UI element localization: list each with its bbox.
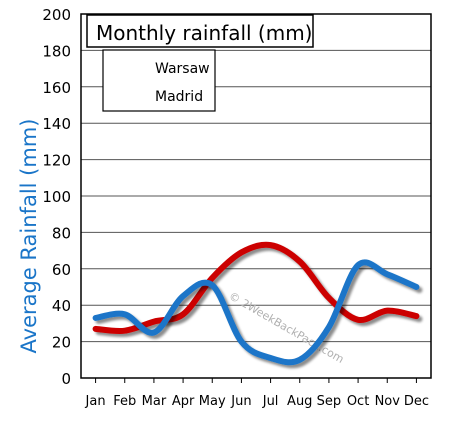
- x-tick-label: Feb: [113, 394, 136, 409]
- legend-box: [102, 49, 216, 112]
- x-tick-label: Oct: [347, 394, 369, 409]
- x-tick-label: May: [199, 394, 226, 409]
- series-line-warsaw: [92, 241, 420, 334]
- y-tick-label: 40: [52, 297, 71, 315]
- y-tick-label: 120: [42, 152, 71, 170]
- y-tick-label: 80: [52, 224, 71, 242]
- series-line-madrid: [92, 259, 420, 366]
- y-tick-label: 200: [42, 6, 71, 24]
- y-tick-label: 100: [42, 188, 71, 206]
- y-tick-labels: 0 20 40 60 80 100 120 140 160 180 200: [42, 6, 71, 388]
- x-tick-label: Mar: [142, 394, 167, 409]
- x-tick-label: Jul: [262, 394, 279, 409]
- x-tick-labels: Jan Feb Mar Apr May Jun Jul Aug Sep Oct Nov Dec: [85, 378, 429, 409]
- legend-label-madrid: Madrid: [155, 89, 203, 105]
- x-tick-label: Dec: [404, 394, 429, 409]
- x-tick-label: Sep: [317, 394, 342, 409]
- y-tick-label: 0: [61, 370, 71, 388]
- chart-title: Monthly rainfall (mm): [96, 21, 312, 45]
- title-box: [86, 14, 314, 48]
- y-tick-label: 60: [52, 261, 71, 279]
- x-tick-label: Aug: [287, 394, 312, 409]
- x-tick-label: Apr: [172, 394, 195, 409]
- x-tick-label: Nov: [375, 394, 401, 409]
- y-tick-label: 140: [42, 115, 71, 133]
- legend-label-warsaw: Warsaw: [155, 61, 210, 77]
- y-tick-label: 20: [52, 334, 71, 352]
- x-tick-label: Jan: [85, 394, 106, 409]
- plot-border: [80, 13, 432, 379]
- y-axis-label: Average Rainfall (mm): [17, 119, 41, 354]
- legend: Warsaw Madrid: [102, 49, 216, 112]
- y-tick-label: 160: [42, 79, 71, 97]
- data-series: [92, 241, 420, 366]
- y-tick-label: 180: [42, 42, 71, 60]
- x-tick-label: Jun: [230, 394, 251, 409]
